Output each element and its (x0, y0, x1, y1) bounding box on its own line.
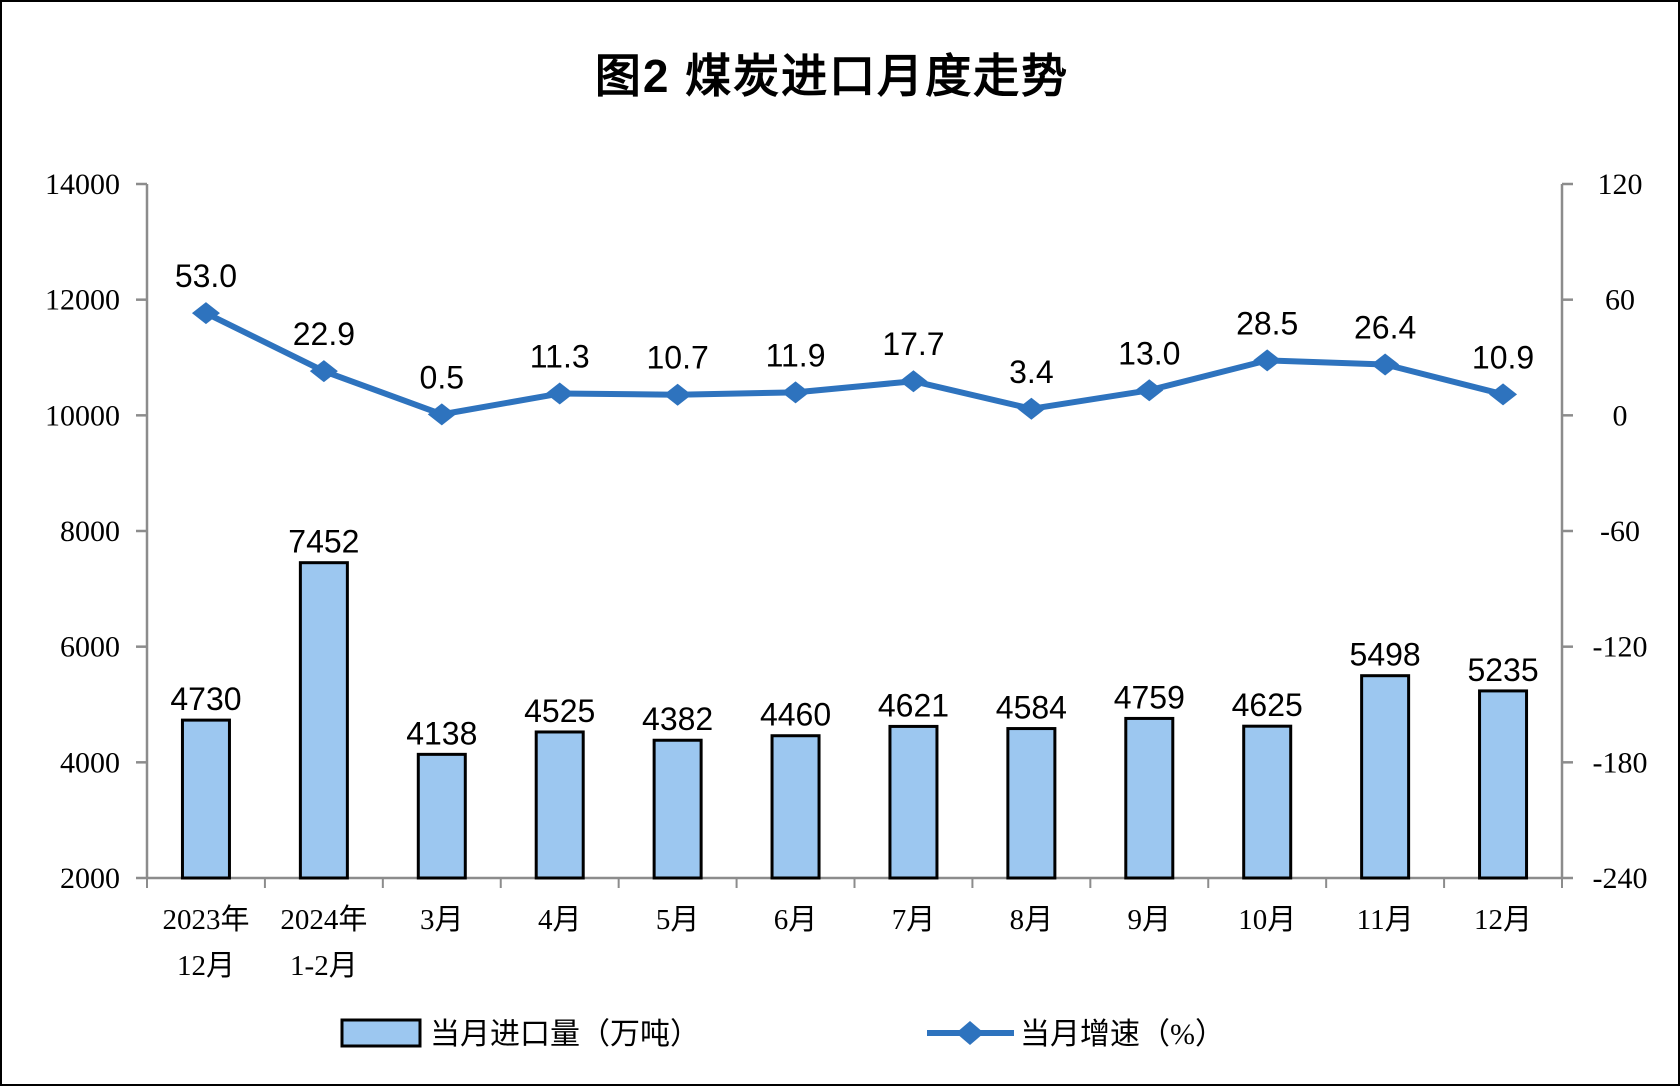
x-category-label: 10月 (1238, 904, 1296, 936)
line-value-label: 10.7 (646, 340, 708, 376)
y-axis-right-tick-label: -60 (1600, 515, 1640, 548)
bar-value-label: 4759 (1114, 679, 1185, 715)
bar-value-label: 4460 (760, 697, 831, 733)
y-axis-left-tick-label: 4000 (60, 746, 120, 779)
line-point-marker (1017, 397, 1046, 420)
y-axis-left-tick-label: 14000 (45, 168, 120, 201)
legend-bar-swatch (340, 1018, 422, 1048)
line-point-marker (1489, 383, 1518, 406)
x-category-label: 9月 (1128, 904, 1172, 936)
y-axis-left-tick-label: 10000 (45, 399, 120, 432)
bar (298, 561, 349, 880)
line-value-label: 10.9 (1472, 339, 1534, 375)
bar (534, 730, 585, 880)
legend-bar-label: 当月进口量（万吨） (430, 1018, 700, 1051)
line-point-marker (191, 302, 220, 325)
y-axis-right-tick-label: 120 (1598, 168, 1643, 201)
line-point-marker (1371, 353, 1400, 376)
legend-line-marker-icon (956, 1021, 984, 1045)
x-category-label: 7月 (892, 904, 936, 936)
line-point-marker (663, 383, 692, 406)
y-axis-right-tick-label: -240 (1593, 862, 1648, 895)
line-point-marker (309, 360, 338, 383)
y-axis-left-tick-label: 6000 (60, 631, 120, 664)
x-category-label: 4月 (538, 904, 582, 936)
x-category-label: 2024年 (280, 903, 367, 936)
bar-value-label: 4525 (524, 693, 595, 729)
bar-value-label: 4382 (642, 701, 713, 737)
line-value-label: 11.9 (766, 337, 826, 373)
chart-title: 图2 煤炭进口月度走势 (595, 50, 1069, 102)
bar (1242, 724, 1293, 880)
bar-value-label: 4730 (170, 681, 241, 717)
bar (1360, 674, 1411, 880)
line-value-label: 11.3 (530, 339, 590, 375)
bar (1006, 727, 1057, 880)
x-category-label: 6月 (774, 904, 818, 936)
bar-value-label: 4138 (406, 715, 477, 751)
y-axis-left-tick-label: 8000 (60, 515, 120, 548)
line-value-label: 22.9 (293, 316, 355, 352)
y-axis-left-tick-label: 12000 (45, 284, 120, 317)
line-point-marker (427, 403, 456, 426)
bar (416, 752, 467, 880)
bar (888, 724, 939, 880)
bar (652, 738, 703, 880)
line-value-label: 13.0 (1118, 335, 1180, 371)
bar-value-label: 4625 (1232, 687, 1303, 723)
legend-line-label: 当月增速（%） (1020, 1018, 1225, 1051)
y-axis-left-tick-label: 2000 (60, 862, 120, 895)
bar (770, 734, 821, 880)
bar-value-label: 4584 (996, 690, 1067, 726)
plot-area: 14000 12000 10000 8000 6000 4000 2000 120 60 0 -60… (45, 168, 1648, 982)
line-point-marker (1135, 379, 1164, 402)
line-point-marker (545, 382, 574, 405)
bar (1478, 689, 1529, 880)
x-category-label: 11月 (1357, 904, 1414, 936)
line-point-marker (1253, 349, 1282, 372)
line-point-marker (781, 381, 810, 404)
line-value-label: 28.5 (1236, 305, 1298, 341)
line-value-label: 53.0 (175, 258, 237, 294)
x-category-label: 5月 (656, 904, 700, 936)
line-series (204, 310, 1504, 418)
line-value-label: 17.7 (882, 326, 944, 362)
x-category-label: 8月 (1010, 904, 1054, 936)
line-value-label: 3.4 (1009, 354, 1053, 390)
line-point-marker (899, 370, 928, 393)
line-value-label: 26.4 (1354, 309, 1416, 345)
x-category-label: 2023年 (162, 903, 249, 936)
y-axis-right-tick-label: 0 (1613, 399, 1628, 432)
y-axis-right-tick-label: -120 (1593, 631, 1648, 664)
bar (1124, 716, 1175, 880)
y-axis-right-tick-label: -180 (1593, 746, 1648, 779)
x-category-label-line2: 1-2月 (290, 950, 358, 982)
bar-value-label: 5235 (1467, 652, 1538, 688)
y-axis-right-tick-label: 60 (1605, 284, 1635, 317)
bar-value-label: 4621 (878, 687, 949, 723)
x-category-label-line2: 12月 (177, 950, 235, 982)
legend: 当月进口量（万吨） 当月增速（%） (340, 1018, 1225, 1051)
x-category-label: 12月 (1474, 904, 1532, 936)
x-category-label: 3月 (420, 904, 464, 936)
bar (180, 718, 231, 880)
bar-value-label: 5498 (1350, 637, 1421, 673)
line-value-label: 0.5 (420, 359, 464, 395)
bar-value-label: 7452 (288, 524, 359, 560)
